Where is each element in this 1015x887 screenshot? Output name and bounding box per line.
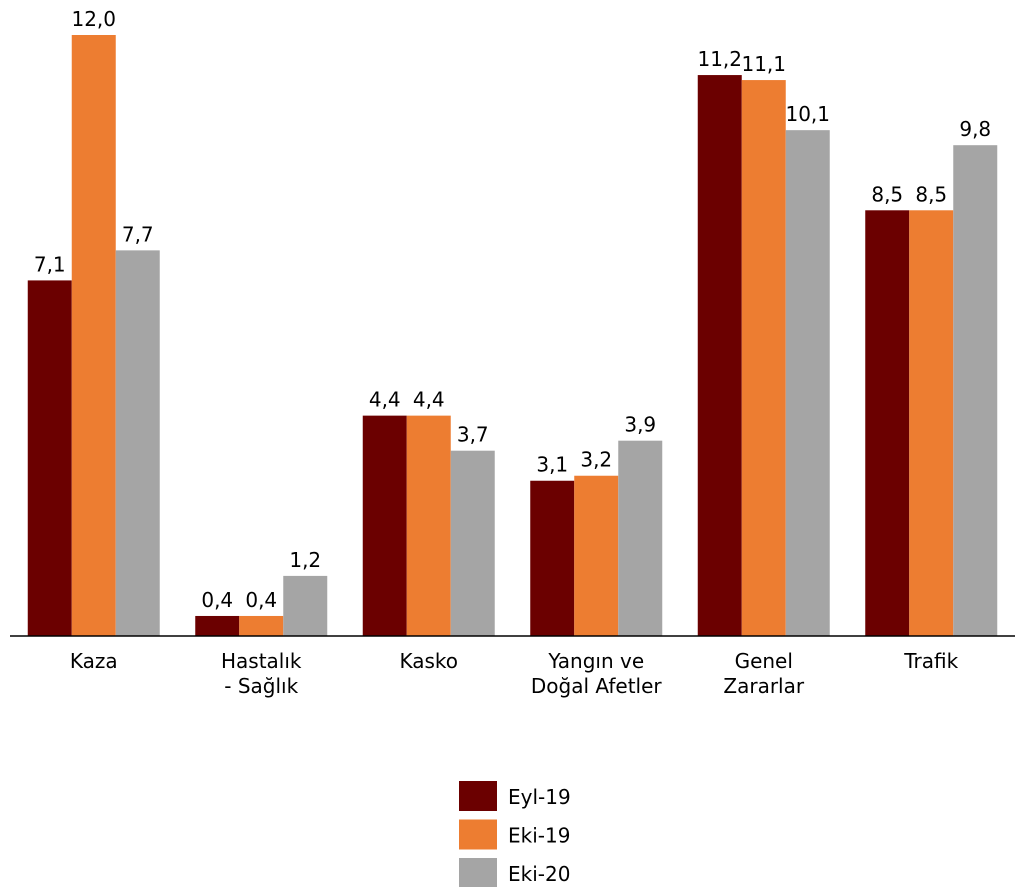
data-label: 4,4 — [413, 388, 445, 412]
legend-swatch — [459, 781, 497, 811]
data-label: 7,7 — [122, 222, 154, 246]
bar — [362, 415, 407, 636]
x-tick-label-line: Yangın ve — [547, 649, 644, 673]
bar — [574, 475, 619, 636]
bar — [115, 250, 160, 636]
data-label: 11,2 — [697, 47, 742, 71]
bar — [618, 440, 663, 636]
data-label: 1,2 — [289, 548, 321, 572]
data-label: 8,5 — [915, 182, 947, 206]
x-tick-label: Hastalık - Sağlık — [221, 649, 302, 698]
data-label: 3,7 — [457, 423, 489, 447]
bar — [530, 480, 575, 636]
legend-label: Eyl-19 — [508, 785, 571, 809]
x-tick-label: Genel Zararlar — [723, 649, 804, 698]
x-tick-label-line: Kaza — [70, 649, 118, 673]
data-label: 7,1 — [34, 252, 66, 276]
bar — [239, 615, 284, 636]
data-label: 0,4 — [201, 588, 233, 612]
x-tick-label-line: Kasko — [399, 649, 458, 673]
legend-label: Eki-20 — [508, 862, 570, 886]
data-label: 9,8 — [959, 117, 991, 141]
bar — [450, 450, 495, 636]
data-label: 10,1 — [785, 102, 830, 126]
x-tick-label: Kaza — [70, 649, 118, 673]
data-label: 12,0 — [71, 7, 116, 31]
bar — [785, 130, 830, 637]
bar — [953, 145, 998, 636]
legend-label: Eki-19 — [508, 824, 570, 848]
bar — [27, 280, 72, 636]
bar — [697, 75, 742, 637]
data-label: 4,4 — [369, 388, 401, 412]
data-label: 3,1 — [536, 453, 568, 477]
data-label: 3,2 — [580, 448, 612, 472]
bar — [741, 80, 786, 636]
data-label: 8,5 — [871, 182, 903, 206]
x-tick-label-line: Trafik — [903, 649, 958, 673]
x-tick-label: Yangın ve Doğal Afetler — [531, 649, 663, 698]
x-tick-label: Kasko — [399, 649, 458, 673]
bar — [71, 35, 116, 636]
data-label: 11,1 — [741, 52, 786, 76]
data-label: 0,4 — [245, 588, 277, 612]
legend-swatch — [459, 819, 497, 850]
x-tick-label-line: Hastalık — [221, 649, 302, 673]
bar — [283, 575, 328, 636]
bar — [865, 210, 910, 636]
legend-swatch — [459, 858, 497, 887]
x-tick-label-line: Doğal Afetler — [531, 674, 663, 698]
data-label: 3,9 — [624, 413, 656, 437]
bar — [406, 415, 451, 636]
x-tick-label-line: Genel — [735, 649, 793, 673]
bar — [195, 615, 240, 636]
x-tick-label-line: Zararlar — [723, 674, 804, 698]
x-tick-label: Trafik — [903, 649, 958, 673]
x-tick-label-line: - Sağlık — [224, 674, 298, 698]
bar — [909, 210, 954, 636]
